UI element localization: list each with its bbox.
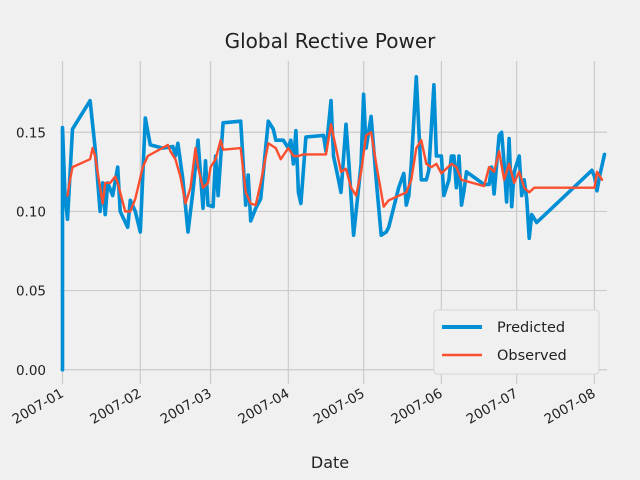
chart-title: Global Rective Power — [225, 29, 437, 53]
legend-label-observed: Observed — [497, 348, 567, 364]
legend: Predicted Observed — [433, 309, 600, 375]
legend-label-predicted: Predicted — [497, 320, 565, 336]
series-lines — [60, 75, 607, 372]
y-tick-label: 0.05 — [16, 284, 46, 300]
y-tick-label: 0.15 — [16, 125, 46, 141]
y-tick-label: 0.00 — [16, 363, 46, 379]
series-line-observed — [66, 123, 604, 213]
y-tick-label: 0.10 — [16, 204, 46, 220]
y-axis-ticks: 0.00 0.05 0.10 0.15 — [16, 125, 46, 379]
x-axis-label: Date — [311, 453, 349, 472]
series-line-predicted — [60, 75, 607, 372]
